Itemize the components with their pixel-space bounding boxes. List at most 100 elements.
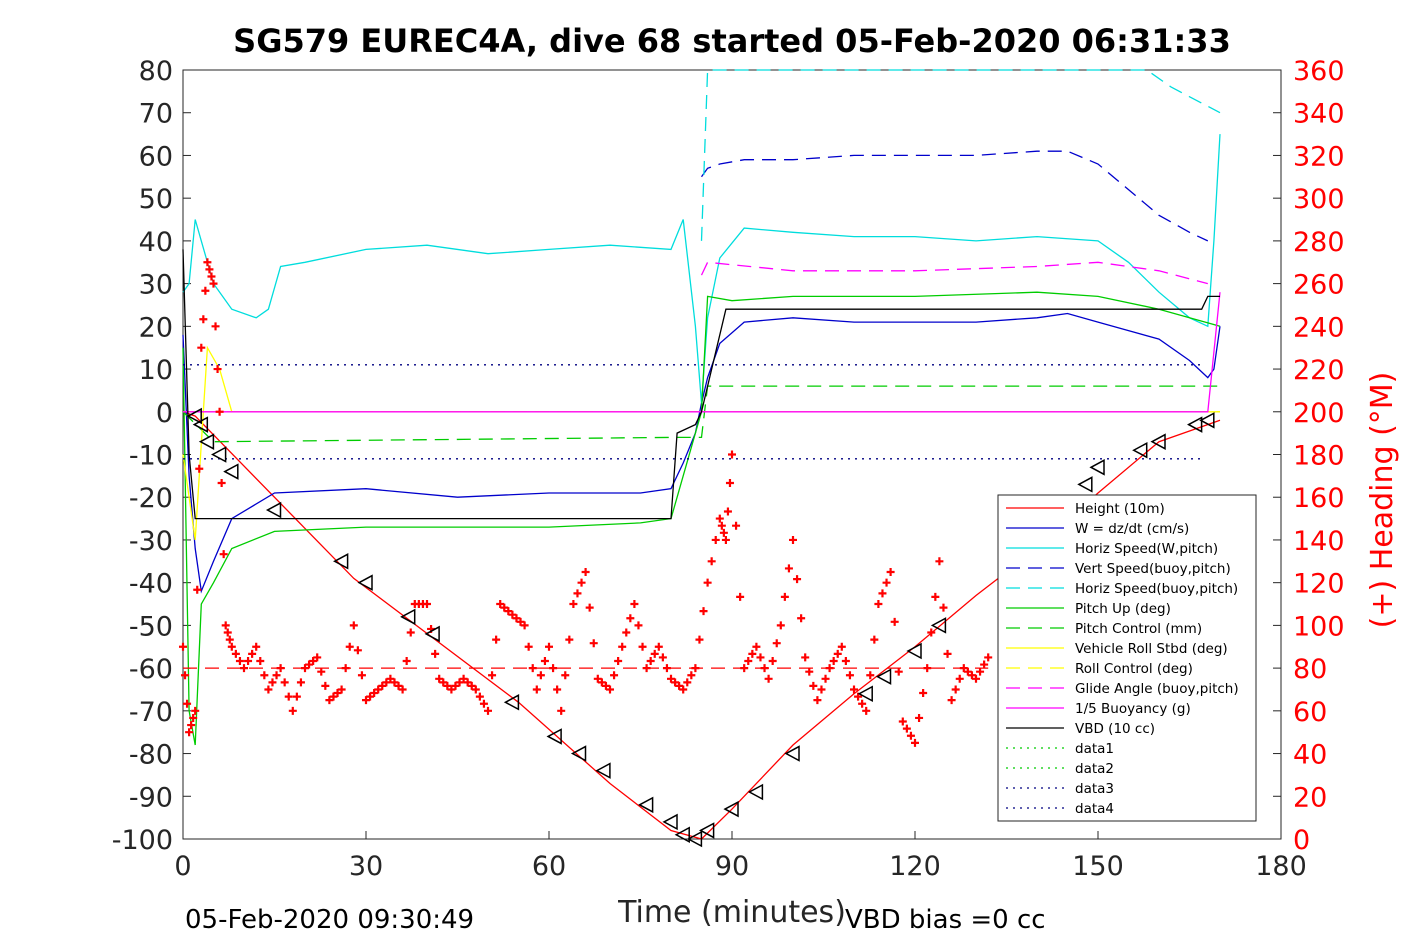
- heading-point: [675, 681, 684, 690]
- heading-point: [707, 557, 716, 566]
- heading-point: [797, 614, 806, 623]
- heading-point: [520, 621, 529, 630]
- heading-point: [721, 535, 730, 544]
- heading-point: [789, 535, 797, 544]
- heading-point: [479, 699, 488, 708]
- y-tick-label: -80: [129, 740, 173, 771]
- right-y-tick-label: 200: [1293, 398, 1345, 429]
- heading-point: [524, 642, 533, 651]
- heading-point: [244, 656, 253, 665]
- position-marker: [503, 694, 520, 711]
- position-marker: [211, 446, 227, 463]
- heading-point: [717, 521, 726, 530]
- x-tick-label: 0: [174, 851, 191, 882]
- position-marker: [424, 625, 440, 643]
- heading-point: [728, 450, 736, 459]
- heading-point: [284, 692, 293, 701]
- heading-point: [195, 464, 204, 473]
- heading-point: [288, 706, 297, 715]
- heading-point: [219, 550, 228, 559]
- heading-point: [305, 660, 314, 669]
- heading-point: [183, 699, 192, 708]
- heading-point: [215, 407, 224, 416]
- heading-point: [793, 575, 802, 584]
- heading-point: [642, 664, 651, 673]
- heading-point: [638, 642, 647, 651]
- heading-point: [760, 664, 769, 673]
- x-tick-label: 30: [349, 851, 383, 882]
- position-marker: [1150, 433, 1166, 450]
- heading-point: [984, 653, 993, 662]
- heading-point: [459, 674, 468, 683]
- heading-point: [227, 642, 236, 651]
- heading-point: [199, 315, 208, 324]
- heading-point: [947, 696, 956, 705]
- legend-label: Roll Control (deg): [1075, 661, 1193, 677]
- heading-point: [223, 628, 232, 637]
- position-marker: [223, 463, 239, 480]
- series-lines: [182, 69, 1221, 840]
- position-marker: [1077, 476, 1093, 493]
- heading-point: [841, 656, 850, 665]
- heading-point: [870, 635, 879, 644]
- heading-point: [894, 667, 903, 676]
- heading-point: [296, 678, 305, 687]
- y-tick-label: 80: [139, 56, 173, 87]
- heading-point: [980, 660, 989, 669]
- heading-point: [764, 674, 773, 683]
- right-y-tick-label: 260: [1293, 270, 1345, 301]
- heading-point: [189, 713, 198, 722]
- heading-point: [862, 706, 871, 715]
- heading-point: [532, 685, 541, 694]
- position-marker: [723, 800, 739, 818]
- right-y-tick-label: 40: [1293, 740, 1327, 771]
- heading-point: [662, 664, 671, 673]
- y-tick-label: -10: [129, 441, 173, 472]
- heading-point: [959, 664, 968, 673]
- right-y-tick-label: 120: [1293, 569, 1345, 600]
- heading-point: [679, 685, 688, 694]
- heading-point: [784, 564, 793, 573]
- heading-point: [967, 671, 976, 680]
- heading-point: [919, 689, 928, 698]
- heading-point: [902, 724, 911, 733]
- heading-point: [248, 649, 257, 658]
- legend-label: 1/5 Buoyancy (g): [1075, 701, 1191, 717]
- heading-point: [801, 653, 810, 662]
- y-tick-label: -20: [129, 483, 173, 514]
- heading-point: [203, 258, 212, 267]
- heading-point: [313, 653, 322, 662]
- right-y-tick-label: 360: [1293, 56, 1345, 87]
- heading-point: [557, 706, 566, 715]
- heading-point: [837, 642, 846, 651]
- heading-point: [321, 681, 330, 690]
- heading-point: [646, 656, 655, 665]
- heading-point: [317, 667, 326, 676]
- heading-point: [191, 706, 200, 715]
- heading-point: [882, 578, 891, 587]
- heading-point: [687, 671, 696, 680]
- heading-point: [711, 535, 720, 544]
- heading-point: [333, 689, 342, 698]
- x-tick-label: 60: [532, 851, 566, 882]
- heading-point: [740, 664, 749, 673]
- legend-label: Horiz Speed(W,pitch): [1075, 541, 1218, 557]
- heading-point: [225, 635, 234, 644]
- right-y-tick-label: 160: [1293, 483, 1345, 514]
- heading-point: [630, 600, 639, 609]
- right-y-tick-label: 140: [1293, 526, 1345, 557]
- position-marker: [595, 762, 611, 779]
- series-line: [182, 249, 1220, 520]
- legend-label: Pitch Control (mm): [1075, 621, 1202, 637]
- heading-point: [280, 678, 289, 687]
- heading-point: [601, 681, 610, 690]
- position-marker: [784, 745, 800, 762]
- heading-point: [634, 621, 643, 630]
- heading-point: [606, 685, 614, 694]
- position-marker: [357, 574, 373, 591]
- heading-point: [447, 685, 456, 694]
- heading-point: [471, 685, 480, 694]
- heading-point: [695, 635, 704, 644]
- position-markers: [186, 407, 1215, 848]
